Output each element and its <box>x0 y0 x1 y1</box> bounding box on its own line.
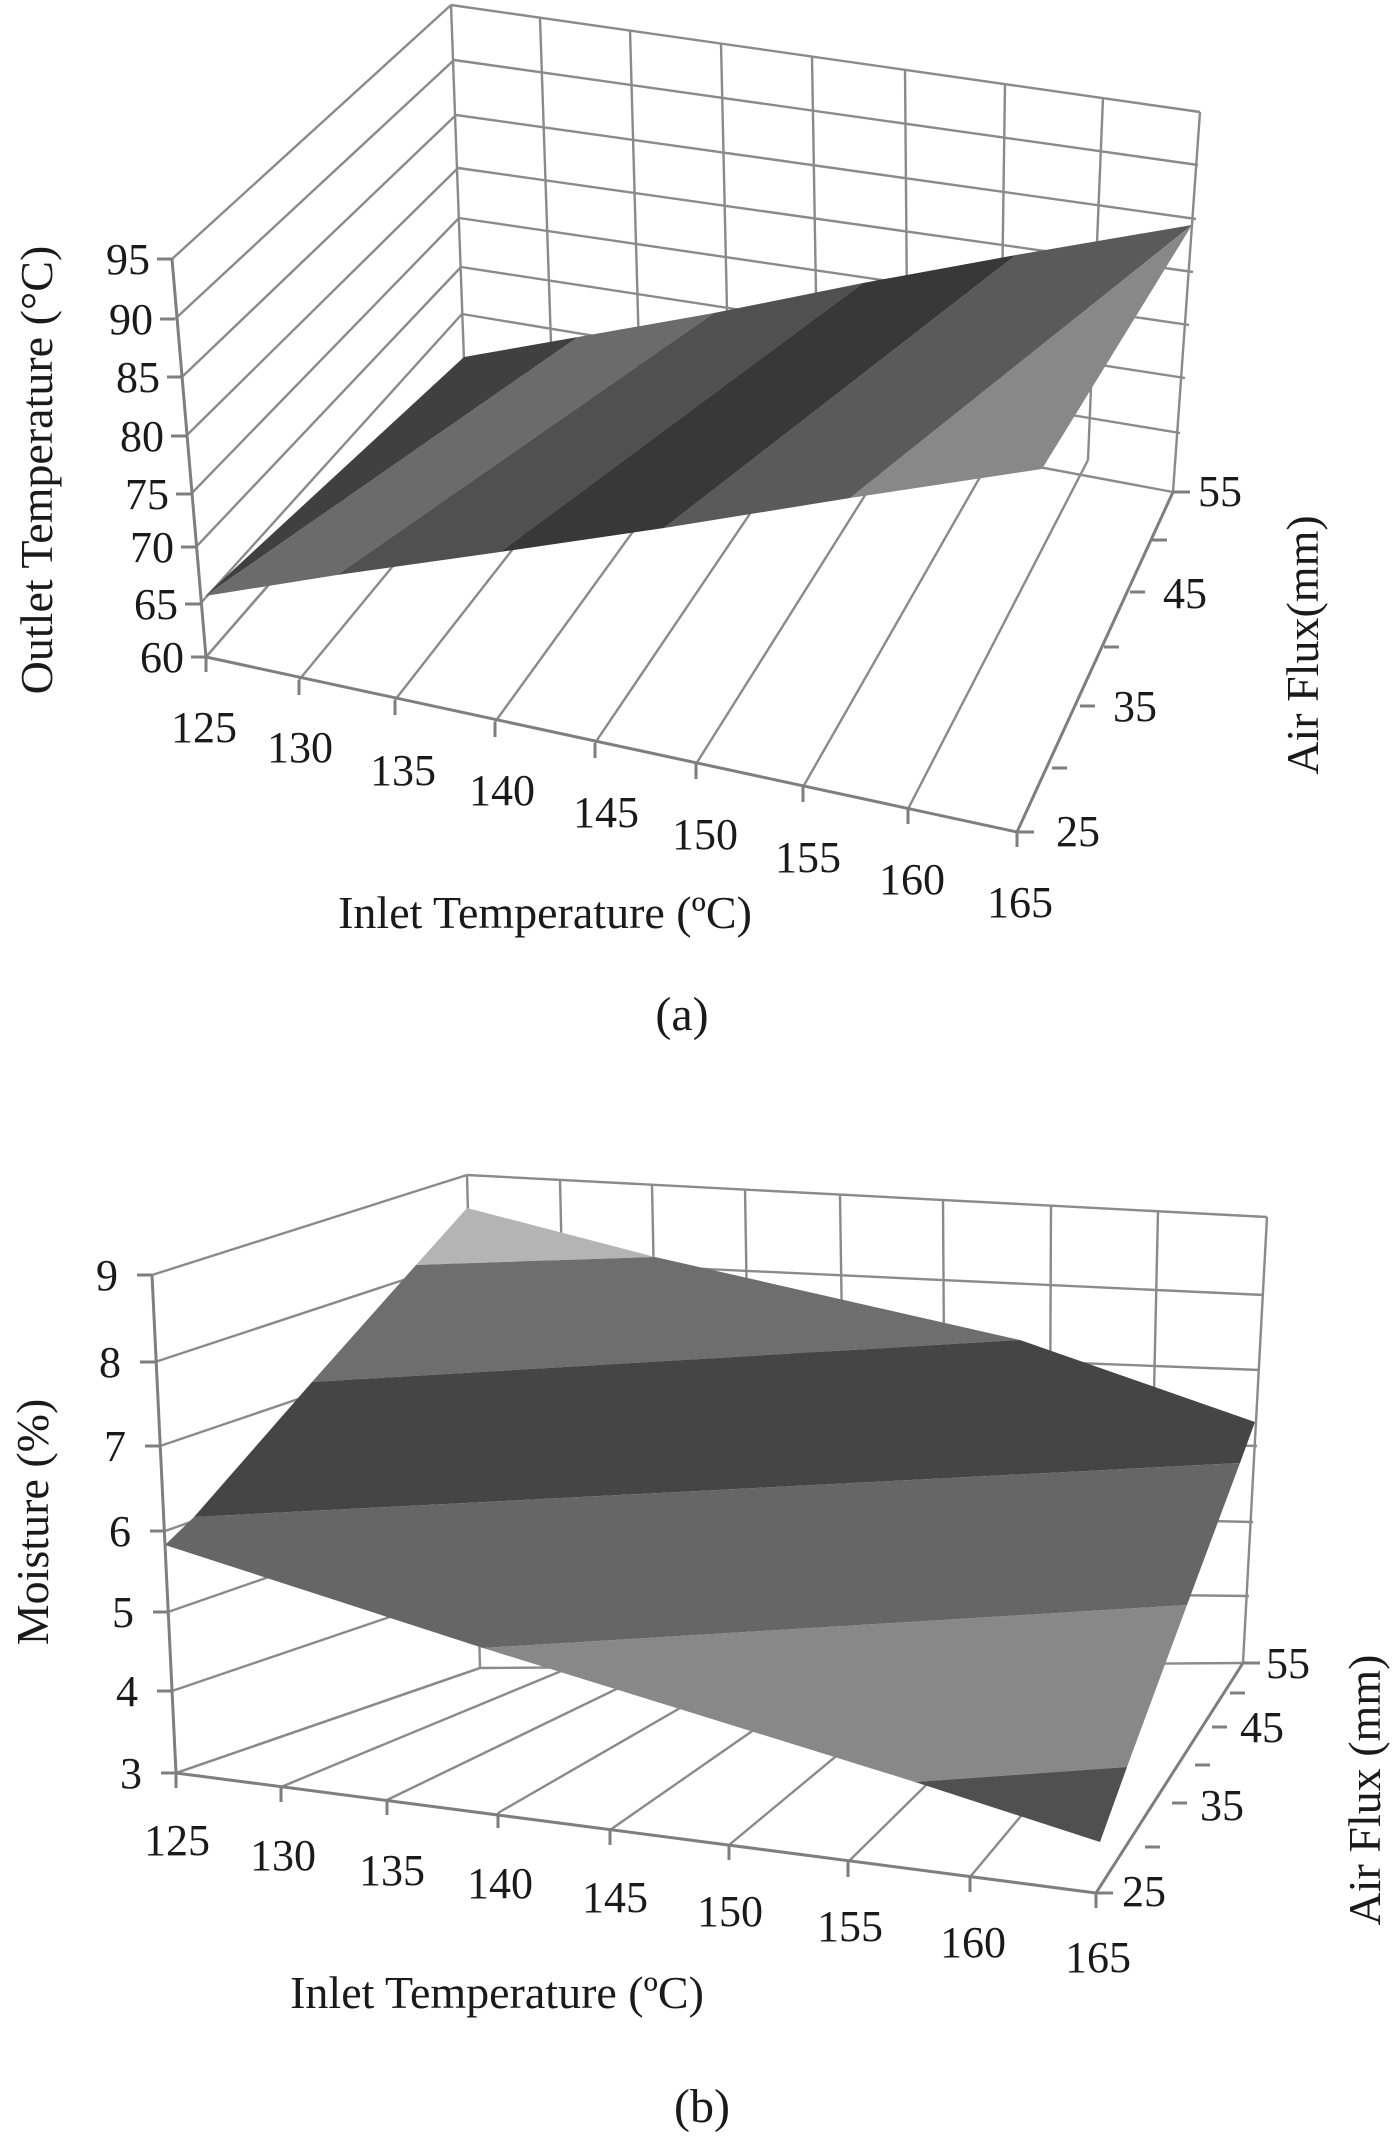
panel-a-x-axis-title: Inlet Temperature (ºC) <box>338 887 752 938</box>
x-tick-label: 140 <box>467 1859 533 1908</box>
panel-a: 95 90 85 80 75 70 65 60 125 130 135 140 … <box>11 3 1328 1041</box>
x-tick-label: 150 <box>672 810 738 859</box>
panel-b-caption: (b) <box>674 2080 730 2133</box>
x-tick-label: 160 <box>940 1918 1006 1967</box>
panel-a-axes <box>157 257 1190 847</box>
y-tick-label: 25 <box>1056 807 1100 856</box>
panel-a-y-tick-labels: 55 45 35 25 <box>1056 467 1242 856</box>
panel-b-x-tick-labels: 125 130 135 140 145 150 155 160 165 <box>144 1816 1131 1982</box>
x-tick-label: 155 <box>817 1902 883 1951</box>
panel-a-x-tick-labels: 125 130 135 140 145 150 155 160 165 <box>171 703 1053 927</box>
z-tick-label: 85 <box>116 353 160 402</box>
z-tick-label: 9 <box>96 1251 118 1300</box>
y-tick-label: 25 <box>1122 1867 1166 1916</box>
x-tick-label: 150 <box>697 1887 763 1936</box>
x-tick-label: 165 <box>1065 1933 1131 1982</box>
x-tick-label: 125 <box>144 1816 210 1865</box>
x-tick-label: 135 <box>359 1846 425 1895</box>
panel-b: 9 8 7 6 5 4 3 125 130 135 140 145 150 15… <box>7 1173 1390 2133</box>
x-tick-label: 130 <box>250 1831 316 1880</box>
panel-a-surface <box>205 225 1192 596</box>
panel-a-y-axis-title: Air Flux(mm) <box>1277 515 1328 774</box>
z-tick-label: 95 <box>106 235 150 284</box>
panel-b-axes <box>137 1273 1260 1908</box>
panel-a-z-tick-labels: 95 90 85 80 75 70 65 60 <box>106 235 184 682</box>
z-tick-label: 4 <box>116 1667 138 1716</box>
x-tick-label: 135 <box>370 746 436 795</box>
y-tick-label: 35 <box>1200 1781 1244 1830</box>
z-tick-label: 6 <box>109 1507 131 1556</box>
panel-b-y-axis-title: Air Flux (mm) <box>1339 1655 1390 1926</box>
x-tick-label: 130 <box>267 723 333 772</box>
panel-b-y-tick-labels: 55 45 35 25 <box>1122 1639 1310 1916</box>
z-tick-label: 70 <box>130 523 174 572</box>
z-tick-label: 60 <box>140 633 184 682</box>
z-tick-label: 8 <box>99 1338 121 1387</box>
x-tick-label: 140 <box>469 766 535 815</box>
z-tick-label: 80 <box>120 412 164 461</box>
panel-b-z-axis-title: Moisture (%) <box>7 1399 58 1646</box>
x-tick-label: 155 <box>775 833 841 882</box>
z-tick-label: 75 <box>125 470 169 519</box>
y-tick-label: 55 <box>1266 1639 1310 1688</box>
y-tick-label: 45 <box>1163 569 1207 618</box>
y-tick-label: 55 <box>1198 467 1242 516</box>
z-tick-label: 90 <box>109 295 153 344</box>
panel-b-z-tick-labels: 9 8 7 6 5 4 3 <box>96 1251 142 1798</box>
y-tick-label: 35 <box>1113 682 1157 731</box>
panel-a-caption: (a) <box>655 988 708 1041</box>
panel-b-surface <box>165 1208 1255 1842</box>
panel-b-x-axis-title: Inlet Temperature (ºC) <box>290 1967 704 2018</box>
x-tick-label: 160 <box>879 855 945 904</box>
panel-a-left-wall-grid <box>171 4 465 658</box>
z-tick-label: 7 <box>104 1422 126 1471</box>
z-tick-label: 65 <box>134 580 178 629</box>
x-tick-label: 145 <box>573 788 639 837</box>
y-tick-label: 45 <box>1240 1703 1284 1752</box>
x-tick-label: 145 <box>582 1873 648 1922</box>
panel-a-z-axis-title: Outlet Temperature (°C) <box>11 246 62 695</box>
x-tick-label: 125 <box>171 703 237 752</box>
z-tick-label: 3 <box>120 1749 142 1798</box>
x-tick-label: 165 <box>987 878 1053 927</box>
z-tick-label: 5 <box>112 1588 134 1637</box>
